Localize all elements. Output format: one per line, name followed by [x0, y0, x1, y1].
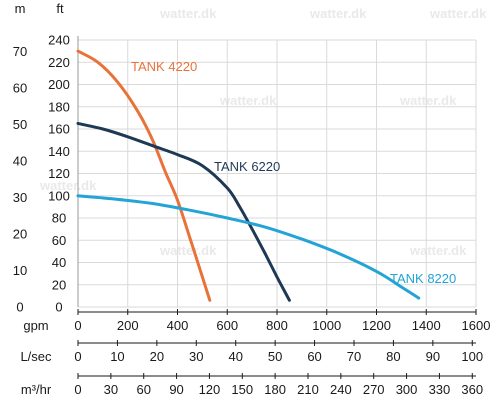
watermark-text: watter.dk [219, 93, 277, 108]
x-gpm-tick-label: 400 [167, 318, 189, 333]
x-gpm-tick-label: 1600 [462, 318, 491, 333]
watermark-text: watter.dk [309, 6, 367, 21]
y-ft-tick-label: 0 [55, 300, 62, 315]
tank-4220-label: TANK 4220 [131, 59, 197, 74]
x-lsec-tick-label: 90 [426, 349, 440, 364]
tank-8220-label: TANK 8220 [390, 271, 456, 286]
x-gpm-tick-label: 1000 [312, 318, 341, 333]
watermark-text: watter.dk [159, 243, 217, 258]
y-m-tick-label: 70 [13, 44, 27, 59]
x-lsec-tick-label: 10 [110, 349, 124, 364]
x-lsec-tick-label: 70 [347, 349, 361, 364]
y-ft-tick-label: 240 [48, 33, 70, 48]
y-ft-tick-label: 20 [52, 277, 66, 292]
tank-8220-curve [76, 194, 421, 300]
x-gpm-tick-label: 1400 [412, 318, 441, 333]
x-m3hr-tick-label: 0 [74, 382, 81, 397]
x-lsec-tick-label: 0 [74, 349, 81, 364]
y-m-tick-label: 60 [13, 81, 27, 96]
x-gpm-tick-label: 600 [216, 318, 238, 333]
tank-6220-label: TANK 6220 [214, 159, 280, 174]
grid-layer [77, 39, 477, 308]
axis-layer: m ft0204060801001201401601802002202400102… [13, 1, 491, 397]
x-lsec-tick-label: 80 [386, 349, 400, 364]
y-ft-unit-label: ft [56, 1, 64, 16]
y-m-tick-label: 50 [13, 117, 27, 132]
y-ft-tick-label: 40 [52, 255, 66, 270]
x-m3hr-tick-label: 60 [136, 382, 150, 397]
y-m-unit-label: m [15, 1, 26, 16]
x-m3hr-unit-label: m³/hr [21, 382, 52, 397]
x-lsec-unit-label: L/sec [20, 349, 52, 364]
x-m3hr-tick-label: 330 [429, 382, 451, 397]
x-lsec-tick-label: 50 [268, 349, 282, 364]
y-ft-tick-label: 80 [52, 211, 66, 226]
x-gpm-tick-label: 200 [117, 318, 139, 333]
x-m3hr-tick-label: 360 [461, 382, 483, 397]
watermark-text: watter.dk [429, 6, 487, 21]
watermark-layer: watter.dk watter.dk watter.dk watter.dk watt… [39, 6, 487, 258]
x-m3hr-tick-label: 210 [297, 382, 319, 397]
y-ft-tick-label: 220 [48, 55, 70, 70]
x-lsec-tick-label: 40 [228, 349, 242, 364]
x-m3hr-tick-label: 120 [199, 382, 221, 397]
y-ft-tick-label: 120 [48, 166, 70, 181]
watermark-text: watter.dk [159, 6, 217, 21]
tank-4220-curve [76, 49, 212, 302]
y-m-tick-label: 30 [13, 190, 27, 205]
x-lsec-tick-label: 30 [189, 349, 203, 364]
y-ft-tick-label: 200 [48, 77, 70, 92]
tank-6220-curve [76, 121, 291, 302]
x-m3hr-tick-label: 300 [396, 382, 418, 397]
watermark-text: watter.dk [39, 178, 97, 193]
x-gpm-unit-label: gpm [23, 318, 48, 333]
x-m3hr-tick-label: 240 [330, 382, 352, 397]
series-layer [76, 49, 421, 302]
x-lsec-tick-label: 60 [307, 349, 321, 364]
x-lsec-tick-label: 20 [150, 349, 164, 364]
y-m-tick-label: 20 [13, 227, 27, 242]
y-m-tick-label: 0 [16, 300, 23, 315]
y-ft-tick-label: 60 [52, 233, 66, 248]
y-ft-tick-label: 180 [48, 99, 70, 114]
y-ft-tick-label: 100 [48, 188, 70, 203]
watermark-text: watter.dk [409, 243, 467, 258]
y-ft-tick-label: 140 [48, 144, 70, 159]
x-m3hr-tick-label: 150 [231, 382, 253, 397]
y-m-tick-label: 40 [13, 154, 27, 169]
watermark-text: watter.dk [399, 93, 457, 108]
y-ft-tick-label: 160 [48, 122, 70, 137]
x-m3hr-tick-label: 90 [169, 382, 183, 397]
x-m3hr-tick-label: 30 [104, 382, 118, 397]
x-gpm-tick-label: 0 [74, 318, 81, 333]
x-lsec-tick-label: 100 [461, 349, 483, 364]
x-m3hr-tick-label: 270 [363, 382, 385, 397]
x-gpm-tick-label: 1200 [362, 318, 391, 333]
x-m3hr-tick-label: 180 [264, 382, 286, 397]
y-m-tick-label: 10 [13, 263, 27, 278]
label-layer: TANK 4220 TANK 6220 TANK 8220 [131, 59, 456, 286]
x-gpm-tick-label: 800 [266, 318, 288, 333]
